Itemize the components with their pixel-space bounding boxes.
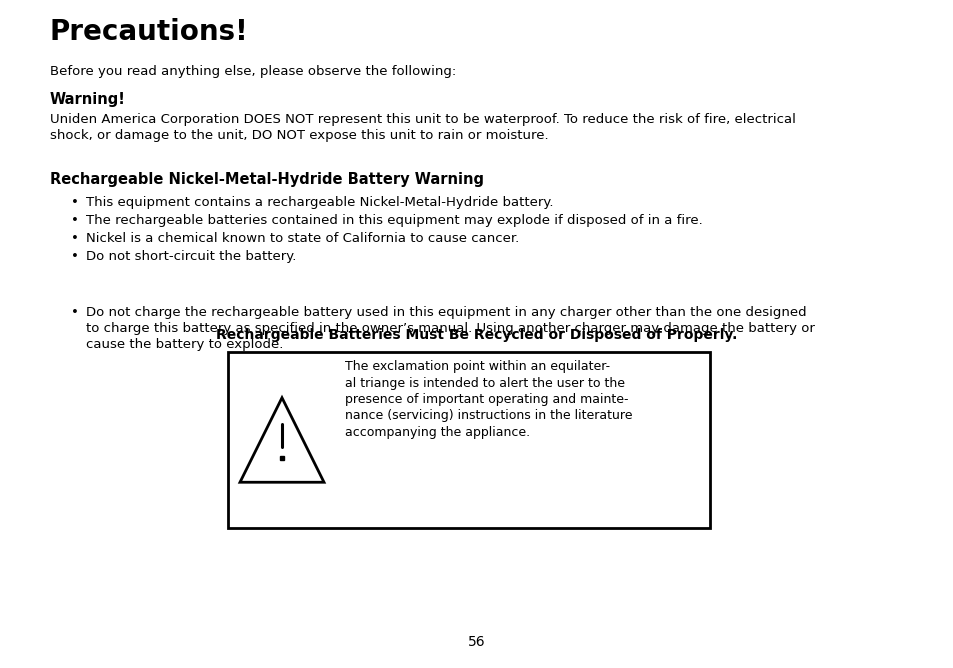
Text: 56: 56: [468, 635, 485, 649]
Text: Do not short-circuit the battery.: Do not short-circuit the battery.: [86, 250, 296, 263]
Polygon shape: [240, 397, 324, 482]
Text: •: •: [71, 196, 78, 209]
Text: This equipment contains a rechargeable Nickel-Metal-Hydride battery.: This equipment contains a rechargeable N…: [86, 196, 553, 209]
Text: Precautions!: Precautions!: [50, 18, 248, 46]
Text: The exclamation point within an equilater-
al triange is intended to alert the u: The exclamation point within an equilate…: [345, 360, 632, 439]
Text: Nickel is a chemical known to state of California to cause cancer.: Nickel is a chemical known to state of C…: [86, 232, 518, 245]
Text: Before you read anything else, please observe the following:: Before you read anything else, please ob…: [50, 65, 456, 78]
Text: Rechargeable Nickel-Metal-Hydride Battery Warning: Rechargeable Nickel-Metal-Hydride Batter…: [50, 172, 483, 187]
Text: •: •: [71, 250, 78, 263]
Text: Do not charge the rechargeable battery used in this equipment in any charger oth: Do not charge the rechargeable battery u…: [86, 306, 814, 351]
Text: •: •: [71, 232, 78, 245]
Text: Rechargeable Batteries Must Be Recycled or Disposed of Properly.: Rechargeable Batteries Must Be Recycled …: [216, 328, 737, 342]
Text: •: •: [71, 306, 78, 319]
Text: •: •: [71, 214, 78, 227]
Text: Warning!: Warning!: [50, 92, 126, 107]
Bar: [228, 352, 709, 528]
Text: The rechargeable batteries contained in this equipment may explode if disposed o: The rechargeable batteries contained in …: [86, 214, 701, 227]
Text: Uniden America Corporation DOES NOT represent this unit to be waterproof. To red: Uniden America Corporation DOES NOT repr…: [50, 113, 795, 142]
